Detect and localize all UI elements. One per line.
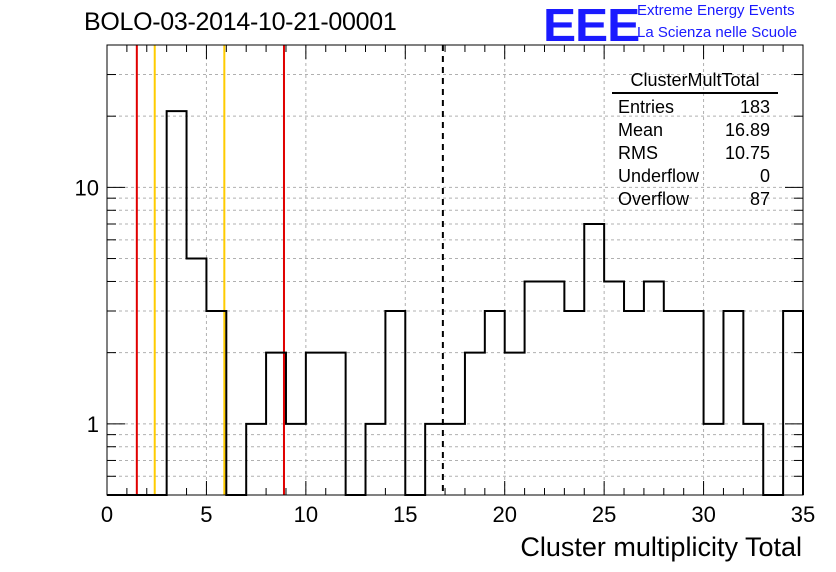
histogram-bin xyxy=(425,424,445,495)
histogram-bin xyxy=(525,281,545,495)
stats-box: ClusterMultTotal Entries 183 Mean 16.89 RM… xyxy=(612,70,778,211)
x-tick-label: 5 xyxy=(200,502,212,527)
x-tick-label: 20 xyxy=(492,502,516,527)
x-tick-label: 30 xyxy=(691,502,715,527)
x-tick-label: 25 xyxy=(592,502,616,527)
histogram-bin xyxy=(723,311,743,495)
stats-row-overflow: Overflow 87 xyxy=(612,188,778,211)
logo-line-2: La Scienza nelle Scuole xyxy=(637,24,798,41)
stats-box-name: ClusterMultTotal xyxy=(612,70,778,94)
histogram-bin xyxy=(743,424,763,495)
plot-frame xyxy=(106,44,804,496)
histogram-bin xyxy=(246,424,266,495)
y-tick-label: 1 xyxy=(87,412,99,437)
histogram-bin xyxy=(644,281,664,495)
x-axis-title: Cluster multiplicity Total xyxy=(520,532,802,562)
stats-value: 16.89 xyxy=(724,120,770,140)
histogram-bin xyxy=(604,281,624,495)
stats-label: RMS xyxy=(618,143,658,163)
histogram-bin xyxy=(286,424,306,495)
stats-label: Entries xyxy=(618,97,675,117)
histogram-bin xyxy=(624,311,644,495)
x-tick-label: 10 xyxy=(294,502,318,527)
histogram-bin xyxy=(664,311,684,495)
vertical-marker-lines xyxy=(135,45,444,495)
histogram-bin xyxy=(385,311,405,495)
stats-value: 183 xyxy=(739,97,770,117)
histogram-bin xyxy=(544,281,564,495)
stats-row-entries: Entries 183 xyxy=(612,96,778,119)
stats-row-rms: RMS 10.75 xyxy=(612,142,778,165)
x-tick-label: 35 xyxy=(791,502,815,527)
axes: 0 5 10 15 20 25 30 35 1 10 xyxy=(75,44,815,527)
histogram-bin xyxy=(187,259,207,495)
histogram-bin xyxy=(306,353,326,495)
histogram-bin xyxy=(505,353,525,495)
histogram-bin xyxy=(167,111,187,495)
histogram-bin xyxy=(445,424,465,495)
stats-value: 87 xyxy=(749,189,770,209)
histogram-bin xyxy=(485,311,505,495)
histogram-bin xyxy=(584,224,604,495)
x-tick-label: 15 xyxy=(393,502,417,527)
histogram-bin xyxy=(326,353,346,495)
stats-value: 0 xyxy=(759,166,770,186)
stats-label: Underflow xyxy=(618,166,700,186)
histogram-bin xyxy=(206,311,226,495)
plot-title: BOLO-03-2014-10-21-00001 xyxy=(84,8,397,36)
stats-row-mean: Mean 16.89 xyxy=(612,119,778,142)
eee-logo: EEE xyxy=(543,0,640,51)
histogram-bin xyxy=(564,311,584,495)
histogram-bin xyxy=(704,424,724,495)
histogram-bin xyxy=(465,353,485,495)
stats-row-underflow: Underflow 0 xyxy=(612,165,778,188)
stats-label: Overflow xyxy=(618,189,690,209)
stats-label: Mean xyxy=(618,120,664,140)
stats-value: 10.75 xyxy=(724,143,770,163)
histogram-bin xyxy=(266,353,286,495)
y-tick-label: 10 xyxy=(75,175,99,200)
x-tick-label: 0 xyxy=(101,502,113,527)
histogram-bin xyxy=(684,311,704,495)
logo-line-1: Extreme Energy Events xyxy=(637,2,795,19)
histogram-bin xyxy=(366,424,386,495)
histogram-bin xyxy=(783,311,803,495)
